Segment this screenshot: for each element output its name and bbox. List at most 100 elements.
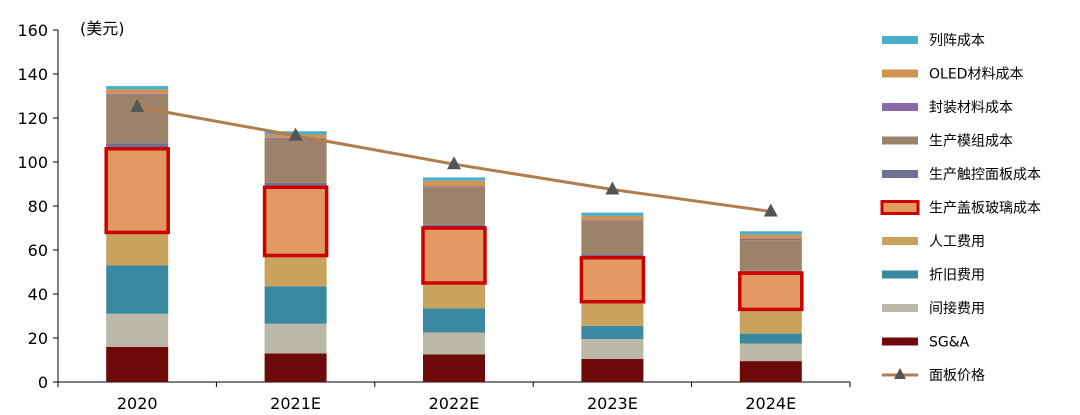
bar-间接费用-2021e	[264, 323, 327, 354]
bar-列阵成本-2020	[106, 86, 169, 90]
legend-label: 人工费用	[929, 234, 985, 250]
price-marker-2023e	[605, 181, 620, 195]
bar-生产盖板玻璃成本-2023e	[581, 257, 644, 302]
legend-label: 面板价格	[929, 368, 985, 384]
price-line	[130, 99, 778, 217]
bar-生产触控面板成本-2021e	[264, 182, 327, 188]
y-tick-label: 40	[28, 285, 48, 304]
legend-item-人工费用: 人工费用	[882, 234, 985, 250]
legend-swatch-marker	[894, 368, 906, 379]
legend-label: 生产盖板玻璃成本	[929, 200, 1041, 217]
bar-生产模组成本-2021e	[264, 138, 327, 183]
y-tick-label: 140	[17, 65, 48, 84]
price-marker-2024e	[763, 203, 778, 217]
highlight-border	[421, 226, 487, 285]
bar-人工费用-2023e	[581, 301, 644, 326]
legend-item-列阵成本: 列阵成本	[882, 33, 985, 49]
bar-折旧费用-2020	[106, 265, 169, 314]
legend-swatch	[882, 36, 918, 44]
legend-swatch	[882, 103, 918, 111]
legend-swatch	[880, 200, 920, 215]
highlight-border	[104, 147, 170, 235]
bar-折旧费用-2024e	[739, 333, 802, 344]
bar-封装材料成本-2020	[106, 93, 169, 95]
bar-封装材料成本-2022e	[423, 186, 485, 188]
legend-label: 列阵成本	[929, 33, 985, 49]
bar-生产盖板玻璃成本-2021e	[264, 187, 327, 256]
bar-生产盖板玻璃成本-2024e	[739, 273, 802, 310]
bar-sg-a-2020	[106, 346, 169, 382]
legend-item-生产模组成本: 生产模组成本	[882, 134, 1013, 150]
legend-item-oled材料成本: OLED材料成本	[882, 67, 1023, 83]
legend-label: 生产触控面板成本	[929, 167, 1041, 183]
bar-人工费用-2024e	[739, 309, 802, 334]
bar-sg-a-2022e	[423, 354, 485, 382]
legend-swatch	[882, 237, 918, 245]
bar-生产触控面板成本-2020	[106, 143, 169, 149]
legend-item-sg-a: SG&A	[882, 335, 970, 351]
bar-sg-a-2021e	[264, 353, 327, 382]
bar-间接费用-2023e	[581, 339, 644, 359]
bar-生产模组成本-2022e	[423, 187, 485, 225]
legend-swatch	[882, 270, 918, 279]
bar-封装材料成本-2024e	[739, 239, 802, 241]
legend: 列阵成本 OLED材料成本封装材料成本生产模组成本生产触控面板成本生产盖板玻璃成本…	[880, 33, 1041, 384]
bar-sg-a-2023e	[581, 358, 644, 382]
y-tick-label: 160	[17, 21, 48, 40]
bar-人工费用-2022e	[423, 283, 485, 309]
bar-列阵成本-2024e	[739, 231, 802, 235]
bar-oled材料成本-2023e	[581, 215, 644, 221]
highlight-border	[262, 185, 329, 258]
x-tick-label: 2023E	[587, 394, 638, 413]
x-tick-label: 2024E	[745, 394, 796, 413]
legend-swatch	[882, 69, 918, 78]
y-tick-label: 120	[17, 109, 48, 128]
y-tick-label: 60	[28, 241, 48, 260]
x-axis: 2020 2021E 2022E 2023E 2024E	[57, 381, 851, 413]
bar-列阵成本-2022e	[423, 177, 485, 181]
legend-label: OLED材料成本	[929, 67, 1023, 83]
highlight-border	[738, 271, 804, 312]
bar-间接费用-2024e	[739, 343, 802, 362]
bar-sg-a-2024e	[739, 361, 802, 382]
y-tick-label: 20	[28, 329, 48, 348]
bar-间接费用-2020	[106, 313, 169, 347]
legend-label: 折旧费用	[929, 268, 985, 284]
bars	[104, 86, 804, 382]
bar-生产模组成本-2024e	[739, 240, 802, 271]
bar-折旧费用-2022e	[423, 308, 485, 333]
bar-生产盖板玻璃成本-2020	[106, 148, 169, 233]
legend-swatch	[882, 136, 918, 145]
legend-label: 间接费用	[929, 300, 985, 317]
x-tick-label: 2020	[117, 394, 158, 413]
price-marker-2020	[130, 99, 145, 112]
bar-生产模组成本-2023e	[581, 221, 644, 255]
legend-swatch	[882, 170, 918, 178]
legend-item-间接费用: 间接费用	[882, 300, 985, 317]
highlight-border	[579, 255, 646, 304]
bar-折旧费用-2023e	[581, 325, 644, 340]
y-tick-label: 80	[28, 197, 48, 216]
legend-swatch	[882, 304, 918, 312]
legend-item-封装材料成本: 封装材料成本	[882, 100, 1013, 116]
legend-label: 生产模组成本	[929, 134, 1013, 150]
legend-item-生产盖板玻璃成本: 生产盖板玻璃成本	[880, 200, 1041, 217]
y-tick-label: 0	[38, 373, 48, 392]
price-marker-2022e	[447, 156, 461, 170]
bar-间接费用-2022e	[423, 332, 485, 355]
bar-列阵成本-2023e	[581, 212, 644, 216]
legend-label: 封装材料成本	[929, 100, 1013, 116]
x-tick-label: 2021E	[270, 394, 321, 413]
unit-label: (美元)	[80, 19, 125, 38]
bar-生产盖板玻璃成本-2022e	[423, 228, 485, 283]
bar-人工费用-2020	[106, 232, 169, 266]
bar-oled材料成本-2020	[106, 89, 169, 94]
bar-折旧费用-2021e	[264, 286, 327, 324]
y-axis: 0 20 40 60 80 100 120 140 160	[17, 21, 59, 392]
y-tick-label: 100	[17, 153, 48, 172]
bar-人工费用-2021e	[264, 255, 327, 287]
legend-swatch	[882, 337, 918, 346]
legend-item-生产触控面板成本: 生产触控面板成本	[882, 167, 1041, 183]
legend-item-折旧费用: 折旧费用	[882, 268, 985, 284]
